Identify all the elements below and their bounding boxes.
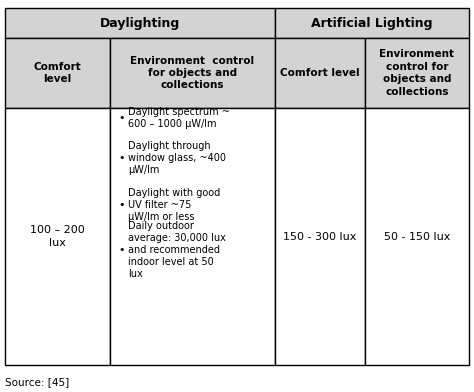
Text: 50 - 150 lux: 50 - 150 lux xyxy=(384,232,450,241)
Bar xyxy=(365,108,469,365)
Text: 100 – 200
lux: 100 – 200 lux xyxy=(30,225,85,248)
Text: •: • xyxy=(118,113,125,123)
Text: Source: [45]: Source: [45] xyxy=(5,377,69,387)
Bar xyxy=(5,8,275,38)
Text: •: • xyxy=(118,200,125,210)
Bar xyxy=(5,38,110,108)
Bar xyxy=(365,38,469,108)
Text: Environment
control for
objects and
collections: Environment control for objects and coll… xyxy=(380,49,455,96)
Text: Environment  control
for objects and
collections: Environment control for objects and coll… xyxy=(130,56,255,91)
Text: 150 - 300 lux: 150 - 300 lux xyxy=(283,232,357,241)
Bar xyxy=(275,38,365,108)
Bar xyxy=(275,108,365,365)
Text: Comfort level: Comfort level xyxy=(280,68,360,78)
Text: Daylight through
window glass, ~400
μW/lm: Daylight through window glass, ~400 μW/l… xyxy=(128,141,226,175)
Bar xyxy=(110,38,275,108)
Text: •: • xyxy=(118,245,125,255)
Bar xyxy=(5,108,110,365)
Text: •: • xyxy=(118,153,125,163)
Text: Comfort
level: Comfort level xyxy=(34,62,82,84)
Text: Daylighting: Daylighting xyxy=(100,16,180,29)
Text: Daily outdoor
average: 30,000 lux
and recommended
indoor level at 50
lux: Daily outdoor average: 30,000 lux and re… xyxy=(128,221,226,279)
Bar xyxy=(110,108,275,365)
Text: Daylight with good
UV filter ~75
μW/lm or less: Daylight with good UV filter ~75 μW/lm o… xyxy=(128,188,220,222)
Bar xyxy=(275,8,469,38)
Text: Artificial Lighting: Artificial Lighting xyxy=(311,16,433,29)
Text: Daylight spectrum ~
600 – 1000 μW/lm: Daylight spectrum ~ 600 – 1000 μW/lm xyxy=(128,107,230,129)
